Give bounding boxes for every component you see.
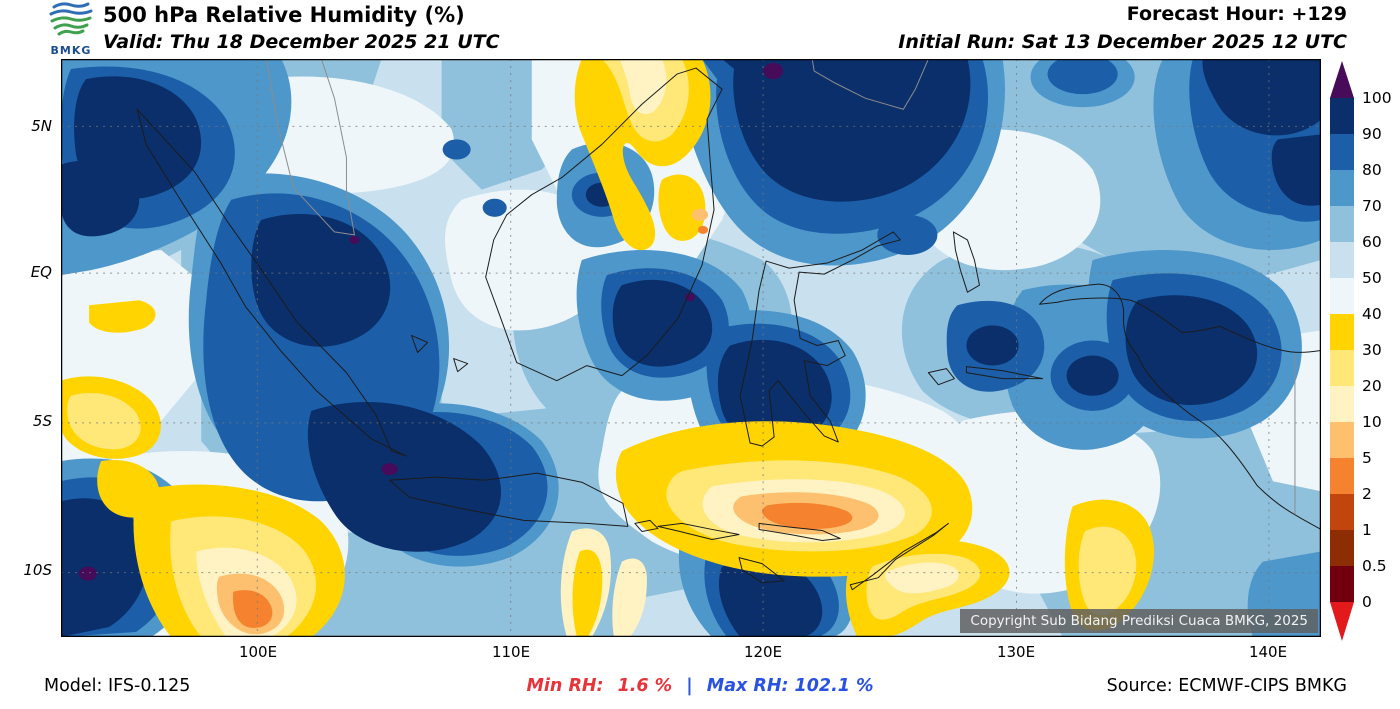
- lon-label-140e: 140E: [1248, 643, 1288, 661]
- coast-java: [389, 472, 629, 527]
- bmkg-logo-icon: [49, 2, 93, 36]
- coast-sumbawa: [657, 522, 740, 540]
- bmkg-logo: BMKG: [44, 2, 98, 57]
- coast-sumatra: [136, 108, 408, 457]
- rh-field: [61, 59, 1321, 637]
- coast-papua: [1039, 283, 1321, 530]
- min-rh-value: 1.6 %: [617, 676, 673, 696]
- coast-sumba: [738, 557, 785, 584]
- coast-bali: [634, 519, 659, 532]
- coast-bangka: [411, 334, 429, 354]
- coast-timor: [849, 522, 949, 591]
- colorbar-tick-label: 40: [1362, 305, 1382, 323]
- humidity-map: [61, 59, 1321, 637]
- colorbar: [1330, 61, 1354, 641]
- lon-label-110e: 110E: [491, 643, 531, 661]
- colorbar-tick-label: 90: [1362, 125, 1382, 143]
- lat-label-eq: EQ: [30, 263, 52, 281]
- min-rh-label: Min RH:: [526, 676, 604, 696]
- colorbar-tick-label: 50: [1362, 269, 1382, 287]
- coast-malay-peninsula: [265, 59, 356, 236]
- valid-time: Valid: Thu 18 December 2025 21 UTC: [103, 31, 500, 53]
- max-rh-value: 102.1 %: [794, 676, 874, 696]
- lat-label-10s: 10S: [23, 561, 52, 579]
- lat-label-5n: 5N: [31, 117, 52, 135]
- bmkg-logo-text: BMKG: [50, 44, 92, 57]
- coast-halmahera: [952, 231, 980, 293]
- max-rh: Max RH: 102.1 %: [707, 676, 874, 696]
- gridlines: [61, 59, 1321, 637]
- min-max-separator: |: [686, 676, 693, 696]
- colorbar-tick-label: 80: [1362, 161, 1382, 179]
- coast-seram: [965, 366, 1044, 380]
- model-label: Model: IFS-0.125: [44, 676, 191, 696]
- source-label: Source: ECMWF-CIPS BMKG: [1106, 676, 1347, 696]
- page-title: 500 hPa Relative Humidity (%): [103, 3, 465, 27]
- colorbar-tick-label: 0.5: [1362, 557, 1387, 575]
- foreign-coastlines: [265, 59, 1296, 515]
- copyright-overlay: Copyright Sub Bidang Prediksi Cuaca BMKG…: [960, 609, 1318, 633]
- forecast-hour: Forecast Hour: +129: [1126, 3, 1347, 25]
- colorbar-tick-label: 5: [1362, 449, 1372, 467]
- colorbar-tick-label: 100: [1362, 89, 1392, 107]
- coast-buru: [927, 368, 955, 386]
- colorbar-tick-label: 30: [1362, 341, 1382, 359]
- coast-flores: [758, 522, 841, 542]
- min-rh: Min RH: 1.6 %: [526, 676, 672, 696]
- colorbar-tick-label: 2: [1362, 485, 1372, 503]
- colorbar-tick-label: 20: [1362, 377, 1382, 395]
- lon-label-130e: 130E: [996, 643, 1036, 661]
- coast-sulawesi: [739, 231, 901, 447]
- initial-run: Initial Run: Sat 13 December 2025 12 UTC: [898, 31, 1347, 53]
- coast-kalimantan: [485, 67, 723, 382]
- lon-label-100e: 100E: [238, 643, 278, 661]
- colorbar-tick-label: 60: [1362, 233, 1382, 251]
- map-border: [61, 59, 1321, 637]
- map-area: Copyright Sub Bidang Prediksi Cuaca BMKG…: [61, 59, 1321, 637]
- colorbar-tick-label: 70: [1362, 197, 1382, 215]
- colorbar-tick-label: 0: [1362, 593, 1372, 611]
- colorbar-tick-label: 10: [1362, 413, 1382, 431]
- lon-label-120e: 120E: [743, 643, 783, 661]
- min-max-line: Min RH: 1.6 % | Max RH: 102.1 %: [526, 676, 873, 696]
- colorbar-tick-label: 1: [1362, 521, 1372, 539]
- coast-belitung: [453, 358, 469, 373]
- max-rh-label: Max RH:: [706, 676, 789, 696]
- lat-label-5s: 5S: [32, 412, 52, 430]
- coastlines: [136, 67, 1321, 591]
- coast-mindanao: [811, 59, 929, 110]
